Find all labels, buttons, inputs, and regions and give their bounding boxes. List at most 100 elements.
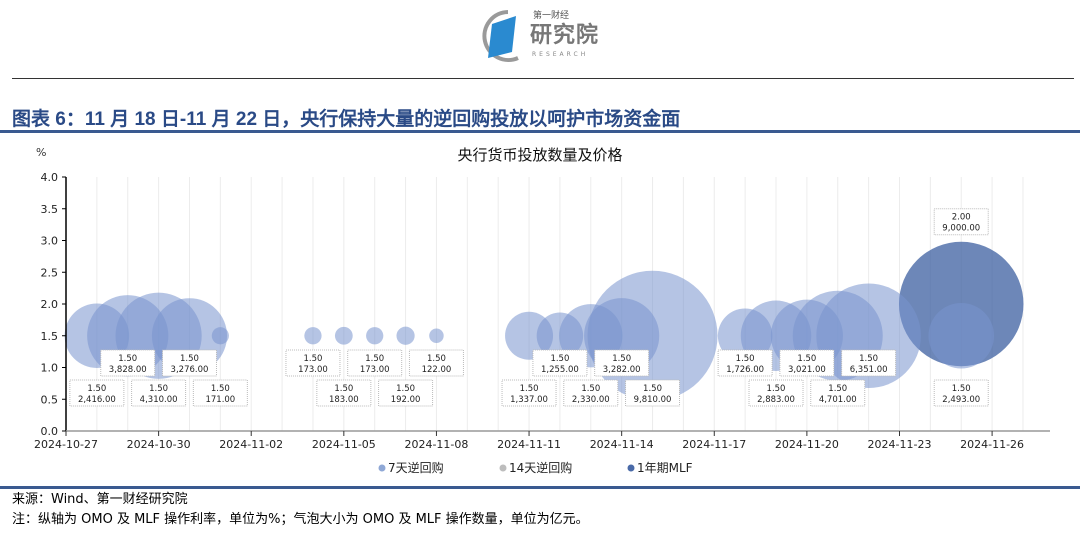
research-logo: 第一财经 研究院 RESEARCH	[478, 8, 608, 64]
data-label-text: 1.50	[828, 384, 847, 394]
y-tick-label: 1.0	[41, 362, 59, 375]
data-label-text: 1.50	[303, 354, 322, 364]
data-label-text: 6,351.00	[850, 365, 888, 375]
data-label-text: 1,726.00	[726, 365, 764, 375]
x-tick-label: 2024-11-08	[404, 438, 468, 451]
header-divider	[12, 78, 1074, 79]
data-label-text: 1.50	[396, 384, 415, 394]
data-label-text: 1.50	[118, 354, 137, 364]
figure-title: 图表 6：11 月 18 日-11 月 22 日，央行保持大量的逆回购投放以呵护…	[12, 109, 681, 130]
data-label-text: 2,493.00	[942, 395, 980, 405]
y-tick-label: 2.0	[41, 298, 59, 311]
legend-marker-icon	[627, 464, 635, 472]
data-label-box	[100, 349, 156, 377]
data-label-text: 2.00	[952, 213, 971, 223]
y-tick-label: 0.5	[41, 393, 59, 406]
bubble-7d-reverse-repo	[211, 327, 229, 345]
source-text: 来源：Wind、第一财经研究院	[12, 492, 188, 507]
x-tick-label: 2024-11-02	[219, 438, 283, 451]
data-label-text: 1.50	[180, 354, 199, 364]
x-tick-label: 2024-11-14	[590, 438, 654, 451]
bubble-7d-reverse-repo	[366, 327, 384, 345]
data-label-text: 1,337.00	[510, 395, 548, 405]
y-tick-label: 3.5	[41, 203, 59, 216]
data-label-text: 2,330.00	[572, 395, 610, 405]
data-label-text: 1.50	[612, 354, 631, 364]
data-label-text: 171.00	[205, 395, 235, 405]
data-label-text: 1.50	[643, 384, 662, 394]
bubble-7d-reverse-repo	[304, 327, 322, 345]
data-label-box	[841, 349, 897, 377]
data-label-box	[501, 379, 557, 407]
x-tick-label: 2024-11-05	[312, 438, 376, 451]
data-label-box	[625, 379, 681, 407]
data-label-box	[408, 349, 464, 377]
data-label-text: 1,255.00	[541, 365, 579, 375]
data-label-box	[192, 379, 248, 407]
y-tick-label: 2.5	[41, 266, 59, 279]
data-label-box	[347, 349, 403, 377]
data-label-box	[378, 379, 434, 407]
data-label-box	[316, 379, 372, 407]
bubble-7d-reverse-repo	[429, 328, 444, 343]
bubble-7d-reverse-repo	[334, 326, 353, 345]
data-label-box	[933, 208, 989, 236]
bubble-chart: % 央行货币投放数量及价格 0.0 0.5 1.0 1.5 2.0 2.5 3.0 3.5 4.…	[34, 146, 1050, 475]
data-label-text: 4,701.00	[819, 395, 857, 405]
legend-label: 7天逆回购	[388, 460, 444, 475]
data-label-text: 1.50	[427, 354, 446, 364]
legend-label: 14天逆回购	[509, 460, 572, 475]
x-tick-label: 2024-11-23	[868, 438, 932, 451]
data-label-text: 1.50	[87, 384, 106, 394]
legend-label: 1年期MLF	[637, 461, 693, 475]
y-axis-unit: %	[36, 146, 46, 159]
data-label-box	[563, 379, 619, 407]
x-tick-label: 2024-11-20	[775, 438, 839, 451]
y-tick-label: 1.5	[41, 330, 59, 343]
data-label-text: 4,310.00	[140, 395, 178, 405]
data-label-text: 3,021.00	[788, 365, 826, 375]
data-label-text: 173.00	[298, 365, 328, 375]
data-label-text: 122.00	[422, 365, 452, 375]
x-tick-label: 2024-10-27	[34, 438, 98, 451]
data-label-text: 1.50	[952, 384, 971, 394]
legend-marker-icon	[499, 464, 507, 472]
data-label-box	[161, 349, 217, 377]
data-label-text: 173.00	[360, 365, 390, 375]
data-label-box	[779, 349, 835, 377]
data-label-text: 3,828.00	[109, 365, 147, 375]
title-divider	[0, 130, 1080, 133]
y-tick-label: 0.0	[41, 425, 59, 438]
data-label-box	[594, 349, 650, 377]
data-label-text: 1.50	[149, 384, 168, 394]
data-label-text: 1.50	[211, 384, 230, 394]
data-label-box	[717, 349, 773, 377]
chart-title: 央行货币投放数量及价格	[457, 146, 622, 164]
data-label-text: 9,000.00	[942, 224, 980, 234]
x-tick-label: 2024-11-17	[682, 438, 746, 451]
x-tick-label: 2024-10-30	[127, 438, 191, 451]
data-label-text: 1.50	[550, 354, 569, 364]
data-label-text: 3,276.00	[171, 365, 209, 375]
data-label-box	[933, 379, 989, 407]
data-label-text: 3,282.00	[603, 365, 641, 375]
data-label-box	[285, 349, 341, 377]
data-label-text: 1.50	[365, 354, 384, 364]
note-text: 注：纵轴为 OMO 及 MLF 操作利率，单位为%；气泡大小为 OMO 及 ML…	[12, 512, 589, 527]
data-label-text: 2,416.00	[78, 395, 116, 405]
legend-marker-icon	[378, 464, 386, 472]
logo-top-text: 第一财经	[533, 11, 570, 21]
data-label-text: 183.00	[329, 395, 359, 405]
logo-main-text: 研究院	[530, 23, 600, 48]
data-label-box	[69, 379, 125, 407]
data-label-text: 1.50	[797, 354, 816, 364]
data-label-text: 2,883.00	[757, 395, 795, 405]
data-label-text: 1.50	[859, 354, 878, 364]
data-label-text: 1.50	[581, 384, 600, 394]
y-tick-label: 3.0	[41, 235, 59, 248]
y-tick-label: 4.0	[41, 171, 59, 184]
bubble-7d-reverse-repo	[396, 326, 415, 345]
footer-divider	[0, 486, 1080, 489]
data-label-text: 1.50	[736, 354, 755, 364]
